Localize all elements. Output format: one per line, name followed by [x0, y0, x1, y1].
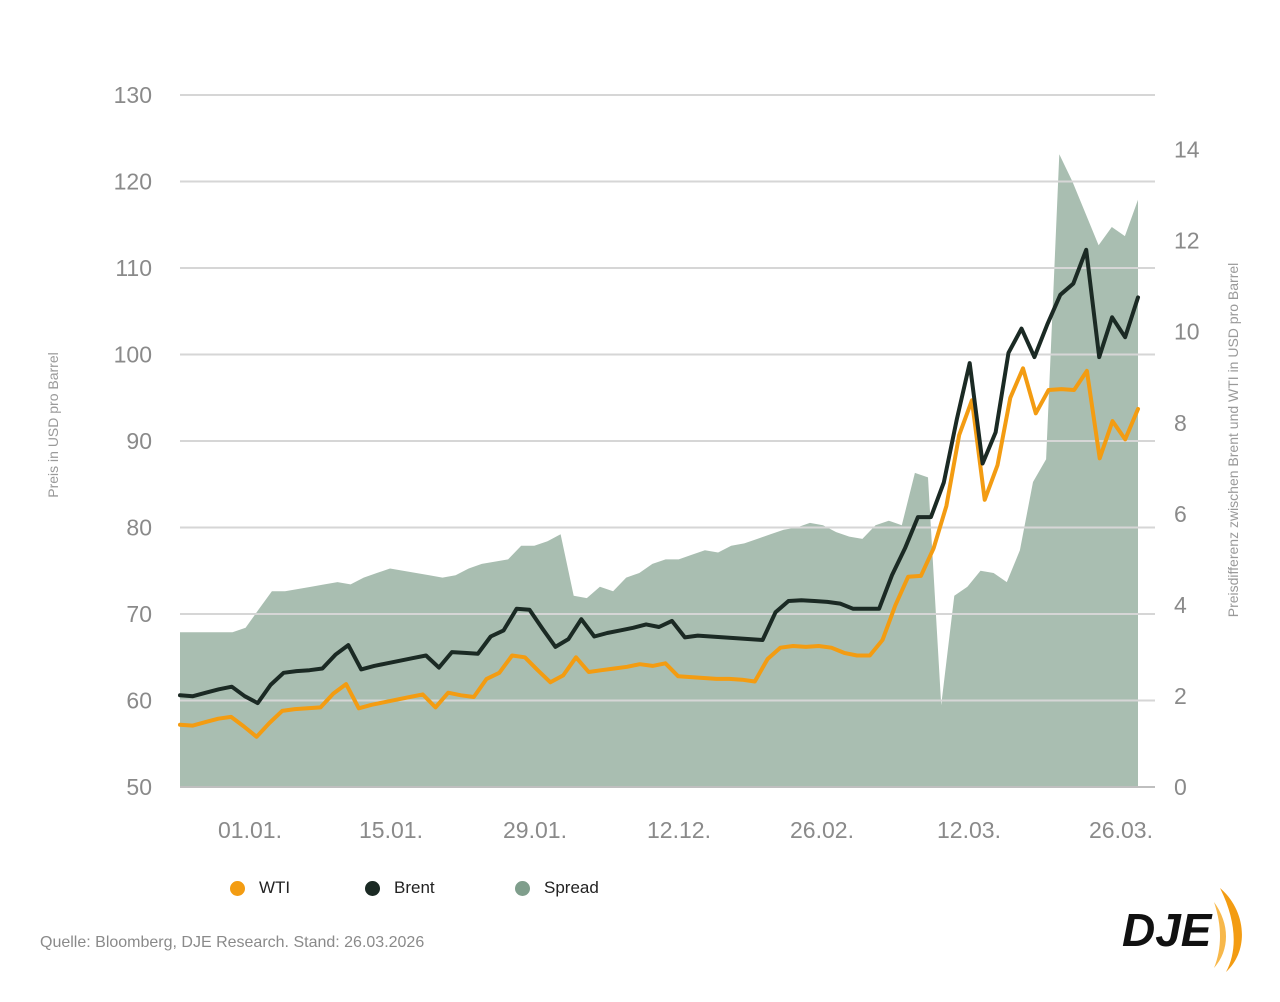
legend: WTI Brent Spread	[230, 878, 599, 898]
legend-dot-icon	[515, 880, 530, 896]
axis-ticks: 50 60 70 80 90 100 110 120 130 0 2 4 6 8 10 12 14 01.01. 1…	[114, 82, 1200, 843]
y-left-tick-label: 110	[115, 255, 152, 281]
y-right-axis-title: Preisdifferenz zwischen Brent und WTI in…	[1225, 263, 1241, 618]
legend-label: Brent	[394, 878, 435, 897]
y-left-axis-title: Preis in USD pro Barrel	[45, 352, 61, 498]
y-right-tick-label: 2	[1174, 683, 1187, 709]
series-lines	[178, 247, 1140, 739]
x-tick-label: 12.03.	[937, 817, 1001, 843]
x-tick-label: 01.01.	[218, 817, 282, 843]
x-tick-label: 26.03.	[1089, 817, 1153, 843]
legend-label: WTI	[259, 878, 291, 897]
legend-item-wti: WTI	[230, 878, 365, 898]
source-note: Quelle: Bloomberg, DJE Research. Stand: …	[40, 934, 425, 951]
y-left-tick-label: 100	[114, 342, 152, 368]
legend-label: Spread	[544, 878, 599, 897]
y-left-tick-label: 80	[126, 515, 152, 541]
spread-area	[180, 154, 1138, 787]
y-left-tick-label: 60	[126, 688, 152, 714]
y-left-tick-label: 70	[126, 601, 152, 627]
y-left-tick-label: 90	[126, 428, 152, 454]
y-right-tick-label: 14	[1174, 137, 1200, 163]
y-right-tick-label: 10	[1174, 319, 1200, 345]
legend-item-spread: Spread	[515, 878, 599, 898]
x-tick-label: 26.02.	[790, 817, 854, 843]
y-left-tick-label: 50	[126, 774, 152, 800]
x-tick-label: 12.12.	[647, 817, 711, 843]
y-left-tick-label: 120	[114, 169, 152, 195]
dje-logo: DJE	[1122, 888, 1242, 972]
x-tick-label: 29.01.	[503, 817, 567, 843]
svg-text:DJE: DJE	[1122, 904, 1213, 956]
x-tick-label: 15.01.	[359, 817, 423, 843]
brent-line	[178, 247, 1140, 706]
legend-dot-icon	[365, 880, 380, 896]
legend-item-brent: Brent	[365, 878, 515, 898]
legend-dot-icon	[230, 880, 245, 896]
y-right-tick-label: 8	[1174, 410, 1187, 436]
y-right-tick-label: 0	[1174, 774, 1187, 800]
y-right-tick-label: 6	[1174, 501, 1187, 527]
y-left-tick-label: 130	[114, 82, 152, 108]
y-right-tick-label: 4	[1174, 592, 1187, 618]
wti-line	[178, 366, 1140, 739]
y-right-tick-label: 12	[1174, 228, 1200, 254]
spread-area-layer	[180, 154, 1138, 787]
